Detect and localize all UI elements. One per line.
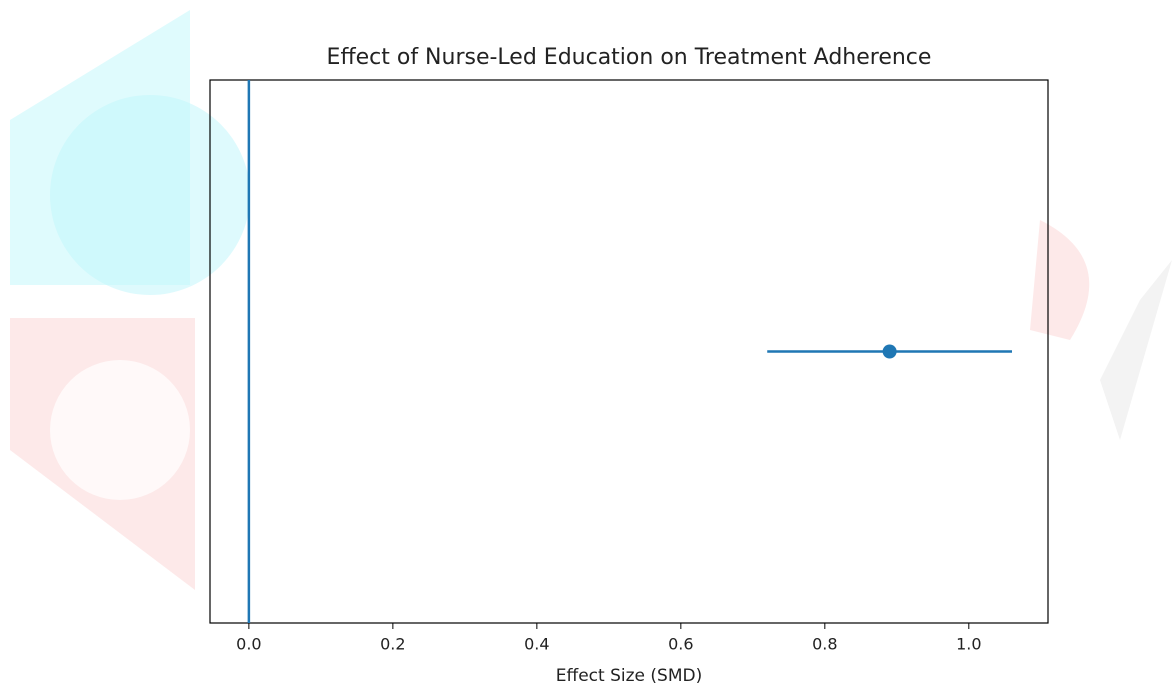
x-tick-label: 0.2 — [380, 635, 405, 654]
chart-title: Effect of Nurse-Led Education on Treatme… — [327, 45, 932, 70]
x-tick-label: 0.0 — [236, 635, 261, 654]
x-tick-label: 0.6 — [668, 635, 693, 654]
chart: Effect of Nurse-Led Education on Treatme… — [0, 0, 1172, 687]
watermark — [10, 10, 1172, 590]
x-axis-label: Effect Size (SMD) — [556, 666, 702, 686]
x-tick-label: 0.8 — [812, 635, 837, 654]
point-estimate — [883, 345, 897, 359]
x-tick-label: 0.4 — [524, 635, 549, 654]
x-tick-label: 1.0 — [956, 635, 981, 654]
